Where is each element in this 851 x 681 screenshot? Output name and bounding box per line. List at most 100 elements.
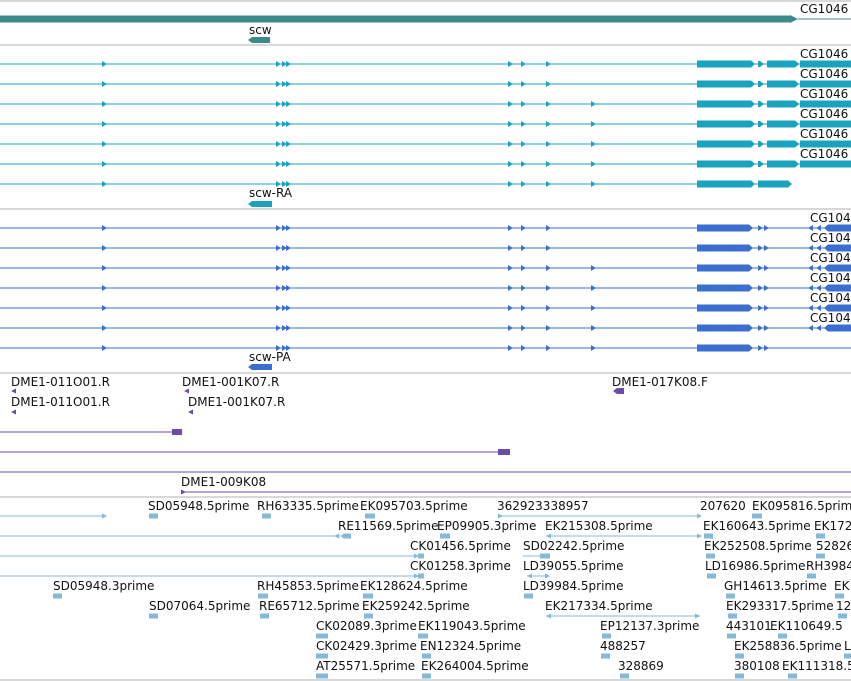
exon-arrow[interactable]	[276, 325, 281, 331]
exon-arrow[interactable]	[764, 325, 769, 331]
exon-arrow[interactable]	[591, 141, 596, 147]
exon-arrow[interactable]	[102, 81, 107, 87]
exon-arrow[interactable]	[546, 161, 551, 167]
exon-arrow[interactable]	[334, 533, 339, 539]
exon-arrow[interactable]	[764, 345, 769, 351]
exon-arrow[interactable]	[102, 245, 107, 251]
est-bar[interactable]	[343, 533, 351, 539]
exon-arrow[interactable]	[591, 181, 596, 187]
est-bar[interactable]	[316, 653, 328, 659]
protein-exon-block[interactable]	[697, 244, 753, 252]
exon-arrow[interactable]	[764, 225, 769, 231]
est-bar[interactable]	[418, 573, 424, 579]
exon-arrow[interactable]	[508, 285, 513, 291]
est-bar[interactable]	[316, 633, 328, 639]
exon-arrow[interactable]	[11, 409, 16, 415]
exon-arrow[interactable]	[276, 141, 281, 147]
exon-arrow[interactable]	[286, 161, 291, 167]
protein-exon-block[interactable]	[697, 264, 753, 272]
protein-exon-block[interactable]	[824, 304, 851, 312]
exon-arrow[interactable]	[286, 61, 291, 67]
exon-arrow[interactable]	[521, 245, 526, 251]
transcript-exon-block[interactable]	[697, 140, 755, 148]
protein-exon-block[interactable]	[824, 224, 851, 232]
exon-arrow[interactable]	[286, 121, 291, 127]
exon-arrow[interactable]	[282, 101, 287, 107]
est-bar[interactable]	[365, 513, 375, 519]
exon-arrow[interactable]	[764, 305, 769, 311]
exon-arrow[interactable]	[816, 305, 821, 311]
exon-arrow[interactable]	[102, 265, 107, 271]
exon-arrow[interactable]	[591, 325, 596, 331]
exon-arrow[interactable]	[282, 161, 287, 167]
exon-arrow[interactable]	[508, 121, 513, 127]
exon-arrow[interactable]	[102, 325, 107, 331]
exon-arrow[interactable]	[102, 513, 107, 519]
exon-arrow[interactable]	[286, 265, 291, 271]
exon-arrow[interactable]	[188, 409, 193, 415]
exon-arrow[interactable]	[282, 345, 287, 351]
exon-arrow[interactable]	[758, 325, 763, 331]
est-bar[interactable]	[53, 593, 62, 599]
transcript-exon-block[interactable]	[800, 160, 851, 168]
transcript-exon-block[interactable]	[767, 80, 799, 88]
exon-arrow[interactable]	[282, 285, 287, 291]
exon-arrow[interactable]	[808, 305, 813, 311]
transcript-exon-block[interactable]	[697, 60, 755, 68]
est-bar[interactable]	[262, 513, 271, 519]
exon-arrow[interactable]	[808, 265, 813, 271]
est-bar[interactable]	[807, 573, 816, 579]
scw-gene-bar[interactable]	[248, 37, 270, 43]
exon-arrow[interactable]	[808, 285, 813, 291]
exon-arrow[interactable]	[282, 61, 287, 67]
exon-arrow[interactable]	[521, 285, 526, 291]
exon-arrow[interactable]	[276, 101, 281, 107]
est-bar[interactable]	[363, 593, 373, 599]
exon-arrow[interactable]	[282, 305, 287, 311]
exon-arrow[interactable]	[282, 225, 287, 231]
est-bar[interactable]	[418, 633, 428, 639]
gene-model-bar[interactable]	[0, 15, 790, 23]
exon-arrow[interactable]	[546, 225, 551, 231]
exon-arrow[interactable]	[414, 553, 419, 559]
exon-arrow[interactable]	[508, 141, 513, 147]
transcript-exon-block[interactable]	[697, 100, 755, 108]
exon-arrow[interactable]	[521, 61, 526, 67]
exon-arrow[interactable]	[695, 613, 700, 619]
exon-arrow[interactable]	[276, 285, 281, 291]
exon-arrow[interactable]	[758, 305, 763, 311]
transcript-exon-block[interactable]	[697, 120, 755, 128]
exon-arrow[interactable]	[546, 533, 551, 539]
exon-arrow[interactable]	[276, 225, 281, 231]
est-bar[interactable]	[726, 593, 735, 599]
exon-arrow[interactable]	[286, 81, 291, 87]
exon-arrow[interactable]	[102, 181, 107, 187]
gene-model-arrow[interactable]	[790, 15, 798, 23]
transcript-exon-block[interactable]	[758, 180, 792, 188]
transcript-exon-block[interactable]	[758, 121, 764, 127]
exon-arrow[interactable]	[102, 141, 107, 147]
est-bar[interactable]	[704, 533, 713, 539]
transcript-exon-block[interactable]	[800, 80, 851, 88]
exon-arrow[interactable]	[591, 161, 596, 167]
exon-arrow[interactable]	[508, 181, 513, 187]
exon-arrow[interactable]	[758, 345, 763, 351]
est-bar[interactable]	[149, 513, 158, 519]
exon-arrow[interactable]	[286, 285, 291, 291]
exon-arrow[interactable]	[286, 305, 291, 311]
exon-arrow[interactable]	[521, 225, 526, 231]
exon-arrow[interactable]	[591, 305, 596, 311]
clone-bar[interactable]	[613, 388, 624, 394]
transcript-exon-block[interactable]	[767, 160, 799, 168]
exon-arrow[interactable]	[546, 305, 551, 311]
est-bar[interactable]	[707, 573, 716, 579]
exon-arrow[interactable]	[102, 285, 107, 291]
exon-arrow[interactable]	[546, 181, 551, 187]
transcript-exon-block[interactable]	[767, 120, 799, 128]
exon-arrow[interactable]	[508, 225, 513, 231]
protein-exon-block[interactable]	[697, 224, 753, 232]
exon-arrow[interactable]	[521, 345, 526, 351]
exon-arrow[interactable]	[591, 285, 596, 291]
exon-arrow[interactable]	[591, 265, 596, 271]
exon-arrow[interactable]	[764, 285, 769, 291]
